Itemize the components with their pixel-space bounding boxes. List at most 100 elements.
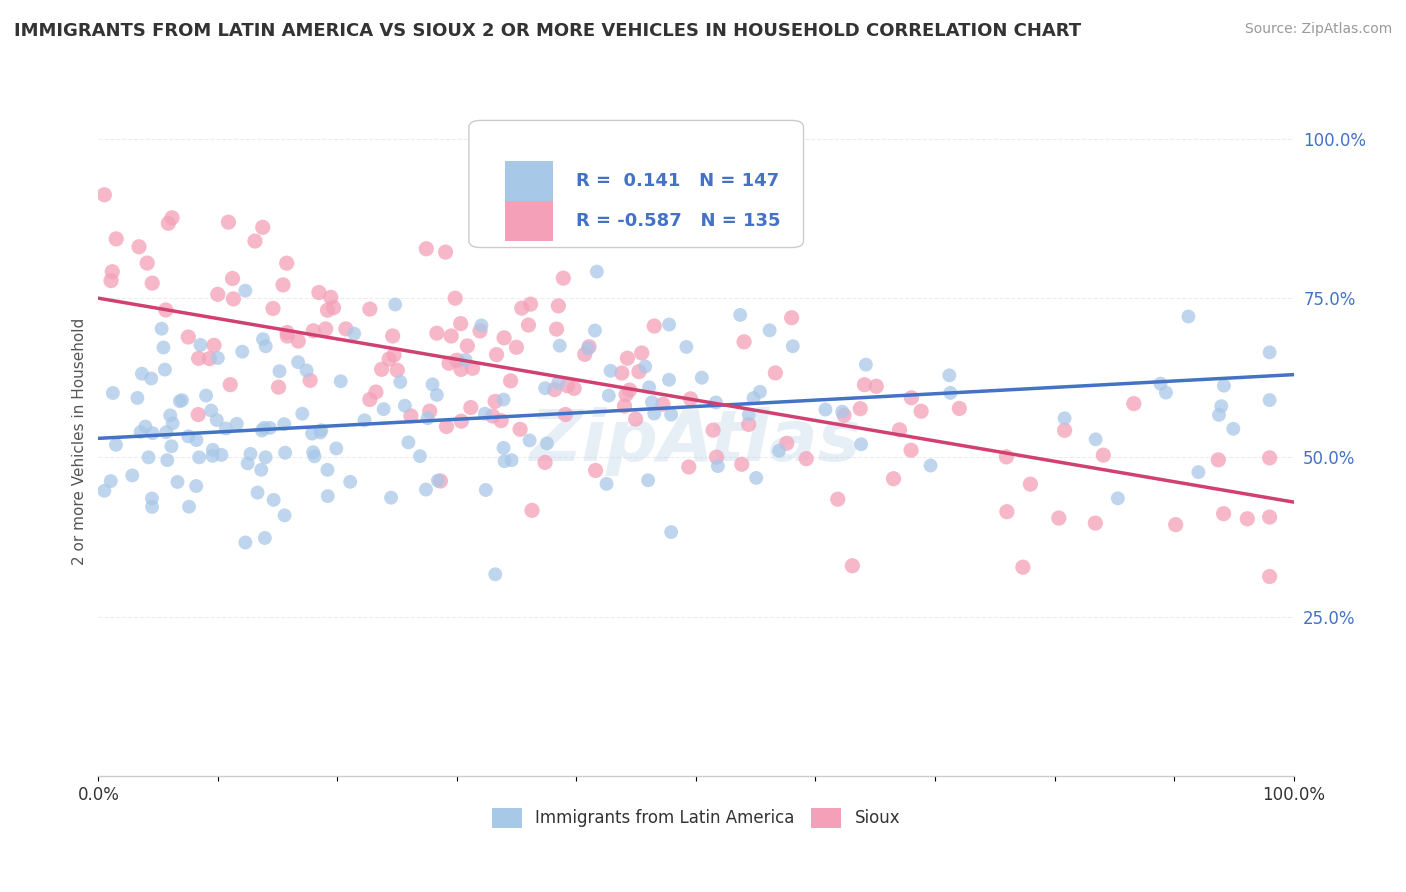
Point: [484, 394, 506, 409]
Point: [509, 422, 531, 436]
Point: [737, 417, 759, 432]
Point: [658, 373, 681, 387]
FancyBboxPatch shape: [470, 120, 804, 247]
Text: Source: ZipAtlas.com: Source: ZipAtlas.com: [1244, 22, 1392, 37]
Point: [394, 399, 416, 413]
Point: [599, 364, 621, 378]
Point: [105, 232, 128, 246]
Point: [253, 421, 276, 435]
Point: [461, 361, 484, 376]
Point: [156, 453, 179, 467]
Point: [598, 388, 620, 402]
Point: [141, 491, 163, 506]
Point: [519, 434, 541, 448]
Point: [235, 535, 257, 549]
Point: [474, 407, 496, 421]
Point: [616, 351, 638, 366]
Point: [578, 340, 600, 354]
Point: [134, 419, 156, 434]
Point: [239, 447, 262, 461]
Point: [136, 256, 159, 270]
Point: [429, 474, 451, 488]
Point: [246, 485, 269, 500]
Point: [141, 276, 163, 290]
Point: [768, 443, 790, 458]
Point: [370, 362, 392, 376]
Point: [492, 392, 515, 407]
Point: [706, 450, 728, 464]
Point: [205, 413, 228, 427]
Point: [221, 271, 243, 285]
Point: [1258, 510, 1281, 524]
Point: [776, 436, 799, 450]
Point: [311, 423, 333, 437]
Point: [434, 245, 457, 260]
Point: [1213, 378, 1236, 392]
Point: [287, 355, 309, 369]
Point: [309, 425, 332, 440]
Point: [190, 338, 212, 352]
Point: [553, 271, 575, 285]
Point: [827, 492, 849, 507]
Point: [359, 301, 381, 316]
Point: [276, 256, 298, 270]
Point: [201, 449, 224, 463]
Point: [1222, 422, 1244, 436]
Point: [262, 301, 284, 316]
Point: [273, 417, 295, 431]
Point: [217, 215, 239, 229]
Point: [231, 344, 253, 359]
Point: [659, 408, 682, 422]
Point: [585, 463, 607, 477]
Point: [274, 445, 297, 459]
Point: [162, 417, 184, 431]
Point: [316, 463, 339, 477]
Point: [900, 391, 922, 405]
Point: [938, 368, 960, 383]
Point: [679, 392, 702, 406]
Point: [517, 318, 540, 332]
Point: [378, 352, 401, 367]
Point: [882, 472, 904, 486]
Point: [853, 377, 876, 392]
Point: [547, 299, 569, 313]
Point: [308, 285, 330, 300]
Point: [731, 457, 754, 471]
Point: [450, 362, 472, 376]
Text: ZipAtlas: ZipAtlas: [530, 407, 862, 476]
Point: [1258, 450, 1281, 465]
Point: [1053, 423, 1076, 437]
Point: [519, 297, 541, 311]
Point: [343, 326, 366, 341]
Point: [630, 346, 652, 360]
Point: [939, 385, 962, 400]
Point: [1164, 517, 1187, 532]
Point: [1208, 408, 1230, 422]
Y-axis label: 2 or more Vehicles in Household: 2 or more Vehicles in Household: [72, 318, 87, 566]
Point: [315, 322, 337, 336]
Point: [548, 339, 571, 353]
Point: [267, 380, 290, 394]
Point: [215, 421, 238, 435]
Point: [499, 374, 522, 388]
Point: [243, 234, 266, 248]
Point: [141, 371, 163, 385]
Point: [446, 353, 468, 368]
Point: [225, 417, 247, 431]
Point: [440, 329, 463, 343]
Point: [409, 449, 432, 463]
Point: [159, 409, 181, 423]
Point: [250, 463, 273, 477]
Point: [1212, 507, 1234, 521]
Point: [299, 373, 322, 387]
Point: [301, 426, 323, 441]
Point: [742, 391, 765, 405]
Point: [236, 456, 259, 470]
Point: [219, 377, 242, 392]
Point: [745, 471, 768, 485]
Point: [382, 348, 405, 362]
Point: [316, 489, 339, 503]
Point: [419, 404, 441, 418]
Point: [359, 392, 381, 407]
Point: [353, 413, 375, 427]
